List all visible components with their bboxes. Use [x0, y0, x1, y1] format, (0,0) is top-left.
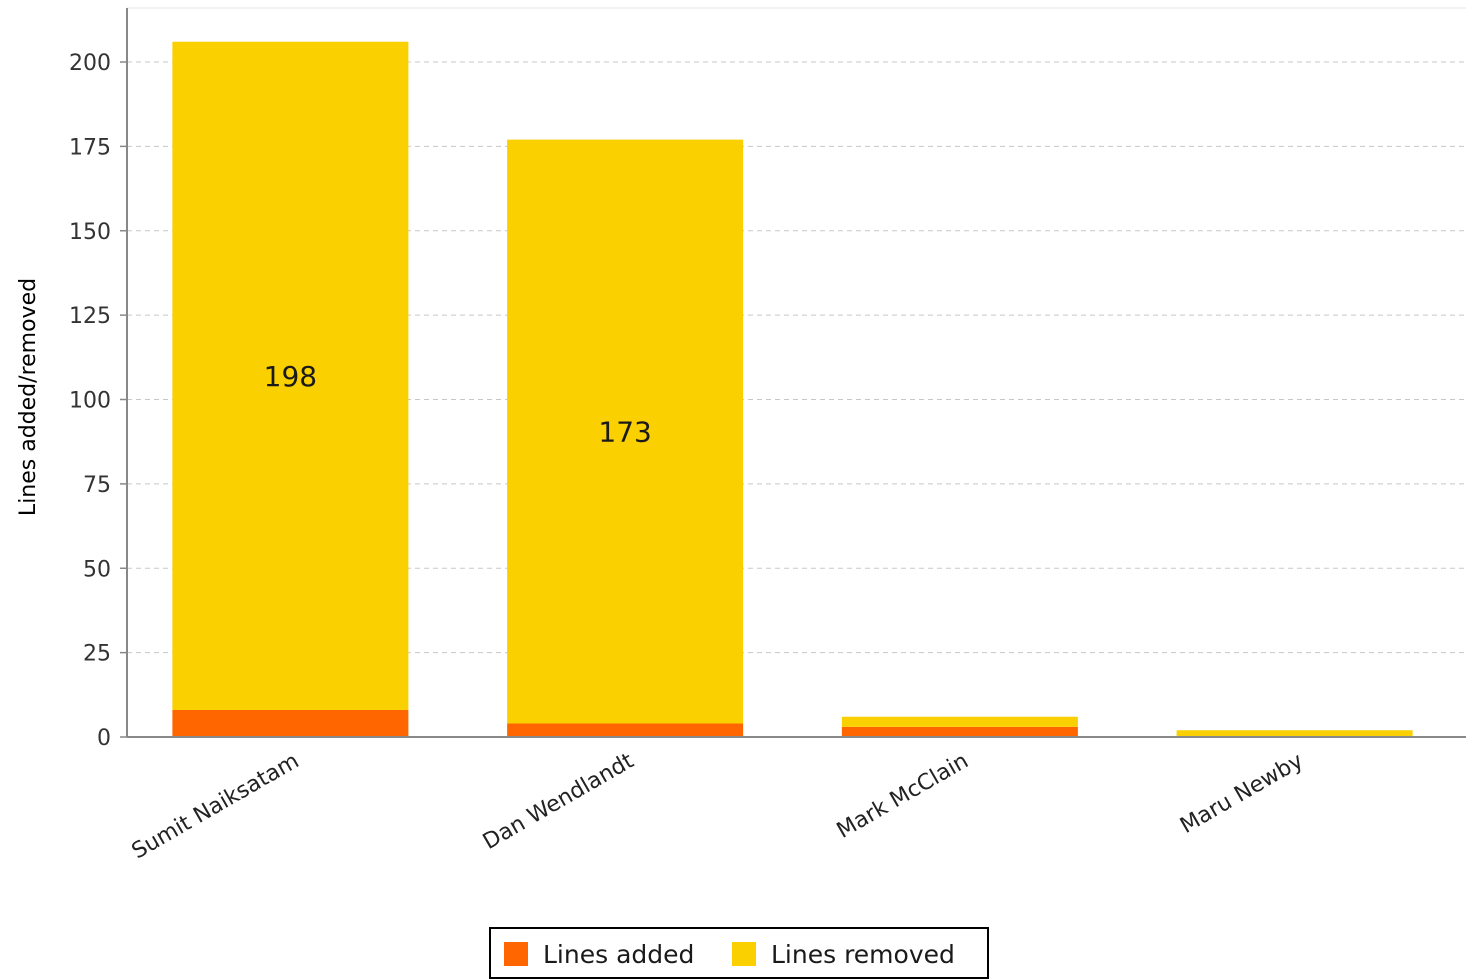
y-tick-label: 50 — [83, 557, 111, 582]
y-tick-label: 150 — [69, 220, 111, 245]
grid-lines — [127, 7, 1466, 654]
y-tick-label: 175 — [69, 135, 111, 160]
y-tick-label: 25 — [83, 642, 111, 667]
y-tick-label: 100 — [69, 389, 111, 414]
data-label: 173 — [598, 416, 651, 449]
data-label: 198 — [264, 360, 317, 393]
bar-added — [507, 723, 744, 737]
data-labels: 198 173 — [264, 360, 652, 449]
x-category-labels: Sumit Naiksatam Dan Wendlandt Mark McClain… — [128, 748, 1308, 864]
legend-label-added: Lines added — [543, 940, 694, 969]
bars — [172, 41, 1413, 737]
bar-removed — [172, 41, 409, 710]
bar-removed — [841, 716, 1078, 727]
legend-swatch-removed — [732, 942, 756, 966]
bar-added — [172, 710, 409, 737]
bar-removed — [507, 139, 744, 724]
y-tick-label: 75 — [83, 473, 111, 498]
x-category-label: Sumit Naiksatam — [128, 749, 304, 865]
y-axis-title: Lines added/removed — [16, 278, 41, 516]
y-tick-label: 200 — [69, 51, 111, 76]
bar-removed — [1176, 730, 1413, 737]
legend-label-removed: Lines removed — [771, 940, 955, 969]
y-tick-label: 125 — [69, 304, 111, 329]
legend: Lines added Lines removed — [489, 927, 989, 979]
legend-swatch-added — [504, 942, 528, 966]
x-category-label: Dan Wendlandt — [479, 748, 639, 855]
x-category-label: Maru Newby — [1176, 749, 1308, 839]
y-tick-label: 0 — [97, 726, 111, 751]
bar-added — [841, 726, 1078, 737]
y-tick-labels: 0 25 50 75 100 125 150 175 200 — [69, 51, 111, 751]
axes — [120, 8, 1466, 738]
x-category-label: Mark McClain — [833, 749, 973, 844]
